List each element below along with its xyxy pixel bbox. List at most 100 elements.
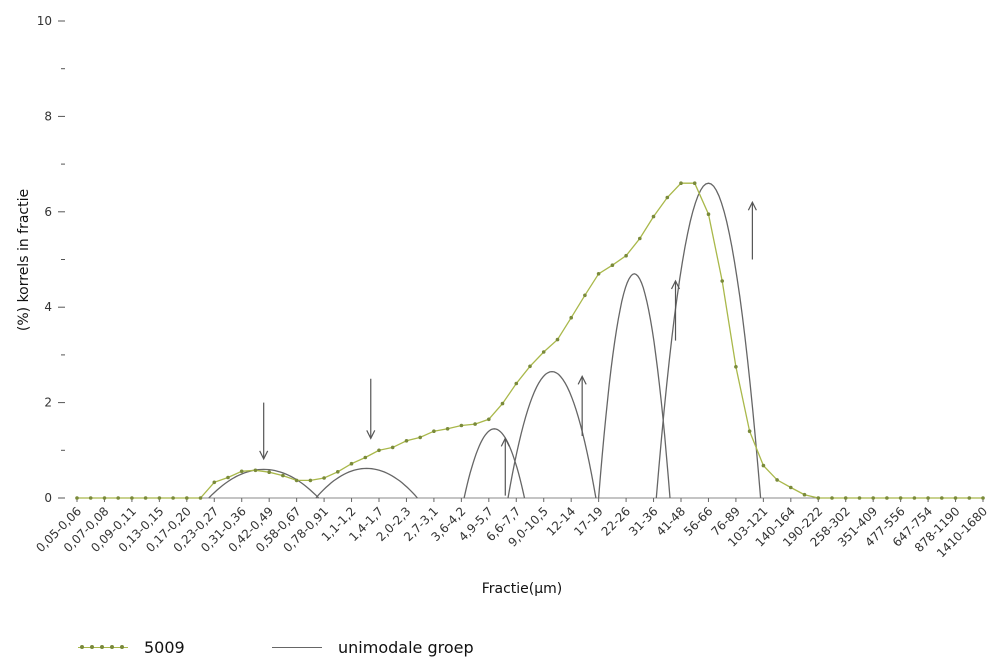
data-point — [294, 478, 299, 483]
x-tick-label: 41-48 — [654, 504, 689, 539]
data-point — [596, 272, 601, 276]
legend-label-5009: 5009 — [144, 638, 185, 657]
legend-swatch-5009 — [78, 642, 128, 654]
x-axis-title: Fractie(µm) — [482, 581, 563, 597]
data-point — [747, 429, 752, 434]
legend-item-5009: 5009 — [78, 638, 185, 657]
x-tick-label: 56-66 — [681, 504, 716, 539]
y-axis-title: (%) korrels in fractie — [16, 189, 32, 331]
unimodal-group-curve — [315, 467, 418, 499]
data-point — [816, 496, 821, 500]
data-point — [775, 478, 779, 482]
data-point — [514, 381, 519, 386]
data-point — [336, 470, 340, 474]
unimodal-groups — [208, 182, 762, 499]
unimodal-group-curve — [208, 468, 320, 499]
data-point — [898, 496, 903, 500]
data-point — [418, 435, 423, 440]
data-point — [130, 496, 134, 500]
data-point — [281, 473, 285, 478]
data-point — [569, 315, 573, 320]
data-point — [926, 496, 930, 500]
arrow-up — [670, 279, 681, 341]
legend-item-unimodal: unimodale groep — [272, 638, 474, 657]
data-point — [363, 455, 368, 460]
legend: 5009 unimodale groep — [78, 638, 678, 662]
legend-swatch-unimodal — [272, 642, 322, 654]
y-tick-label: 4 — [44, 300, 52, 314]
x-tick-label: 31-36 — [626, 504, 661, 539]
unimodal-group-curve — [655, 182, 762, 499]
unimodal-group-curve — [463, 428, 526, 499]
data-point — [555, 337, 560, 342]
data-point — [761, 463, 766, 468]
data-point — [610, 263, 615, 268]
x-tick-label: 22-26 — [599, 504, 634, 539]
data-point — [500, 401, 505, 406]
data-point — [651, 214, 656, 219]
data-point — [445, 427, 450, 431]
data-point — [885, 496, 889, 500]
x-axis: 0,05-0,060,07-0,080,09-0,110,13-0,150,17… — [33, 497, 989, 560]
data-point — [198, 496, 203, 500]
data-point — [322, 476, 326, 480]
data-point — [459, 423, 464, 428]
data-point — [789, 485, 793, 490]
arrow-down — [259, 402, 269, 461]
arrow-up — [747, 200, 757, 260]
y-axis: 0 2 4 6 8 10 — [37, 14, 65, 505]
data-point — [706, 212, 711, 216]
data-point — [432, 429, 436, 434]
data-point — [473, 422, 477, 426]
data-point — [912, 496, 917, 500]
data-point — [843, 496, 848, 500]
y-tick-label: 6 — [44, 205, 52, 219]
data-point — [185, 496, 189, 500]
data-point — [171, 496, 175, 500]
data-point — [102, 496, 107, 500]
data-point — [665, 195, 670, 200]
unimodal-group-curve — [597, 273, 671, 499]
y-tick-label: 8 — [44, 109, 52, 123]
data-point — [802, 492, 807, 497]
unimodal-group-curve — [507, 370, 597, 499]
data-point — [377, 448, 381, 453]
arrows — [259, 200, 757, 496]
data-point — [308, 478, 313, 483]
data-point — [404, 439, 409, 443]
data-point — [267, 470, 272, 475]
series-5009 — [75, 181, 985, 500]
data-point — [940, 496, 944, 500]
data-point — [981, 496, 985, 500]
data-point — [857, 496, 862, 500]
data-point — [487, 417, 491, 422]
legend-label-unimodal: unimodale groep — [338, 638, 474, 657]
data-point — [679, 181, 683, 185]
data-point — [541, 350, 546, 354]
data-point — [734, 365, 738, 369]
x-tick-label: 12-14 — [544, 504, 579, 539]
y-tick-label: 10 — [37, 14, 52, 28]
arrow-up — [577, 375, 587, 436]
data-point — [720, 279, 724, 283]
data-point — [88, 496, 93, 500]
data-point — [390, 445, 395, 450]
y-tick-label: 0 — [44, 491, 52, 505]
data-point — [116, 496, 120, 500]
data-point — [638, 236, 642, 241]
data-point — [239, 469, 244, 474]
arrow-down — [366, 378, 376, 440]
x-tick-label: 17-19 — [571, 504, 606, 539]
data-point — [871, 496, 875, 500]
data-point — [528, 364, 532, 369]
data-point — [349, 461, 354, 466]
y-tick-label: 2 — [44, 396, 52, 410]
data-point — [692, 181, 697, 185]
data-point — [624, 253, 628, 258]
arrow-up — [500, 437, 510, 496]
data-point — [75, 496, 79, 500]
data-point — [967, 496, 972, 500]
data-point — [157, 496, 162, 500]
data-point — [226, 475, 230, 480]
data-point — [953, 496, 958, 500]
